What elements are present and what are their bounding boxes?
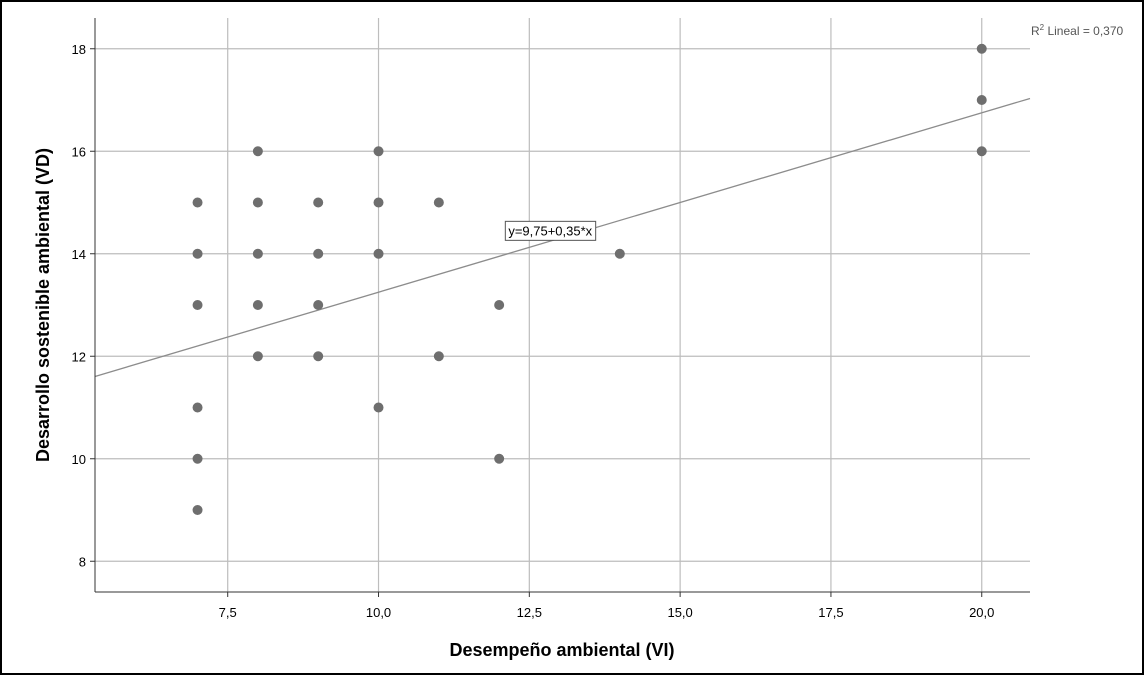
data-point	[252, 146, 263, 157]
y-tick-label: 10	[72, 452, 86, 467]
axes	[94, 18, 1030, 593]
x-tick-label: 20,0	[969, 605, 994, 620]
data-point	[976, 146, 987, 157]
data-point	[252, 351, 263, 362]
data-point	[433, 197, 444, 208]
data-point	[433, 351, 444, 362]
y-axis-title: Desarrollo sostenible ambiental (VD)	[33, 148, 53, 462]
data-point	[192, 505, 203, 515]
data-point	[192, 300, 203, 310]
r2-label-r: R	[1031, 24, 1040, 38]
equation-label: y=9,75+0,35*x	[508, 223, 592, 238]
x-tick-label: 7,5	[219, 605, 237, 620]
x-axis-title: Desempeño ambiental (VI)	[449, 640, 674, 660]
r2-label-rest: Lineal = 0,370	[1044, 24, 1123, 38]
data-point	[614, 248, 625, 259]
data-point	[494, 300, 505, 310]
data-point	[373, 197, 384, 208]
data-point	[192, 453, 203, 464]
y-tick-label: 14	[72, 247, 86, 262]
x-tick-label: 10,0	[366, 605, 391, 620]
data-point	[192, 248, 203, 259]
data-point	[313, 248, 324, 259]
x-tick-label: 17,5	[818, 605, 843, 620]
data-point	[192, 197, 203, 208]
data-point	[373, 248, 384, 259]
tick-labels: 7,5 10,0 12,5 15,0 17,5 20,0 8 10 12 14 16 18	[72, 42, 995, 620]
data-point	[313, 300, 324, 310]
grid	[95, 18, 1030, 592]
data-point	[313, 197, 324, 208]
equation-box	[504, 220, 597, 241]
data-point	[252, 197, 263, 208]
data-point	[373, 402, 384, 413]
r2-label: R2 Lineal = 0,370	[1031, 23, 1124, 38]
r2-label-sup: 2	[1040, 23, 1045, 32]
y-tick-label: 12	[72, 349, 86, 364]
data-point	[976, 43, 987, 54]
data-point	[252, 300, 263, 310]
data-point	[252, 248, 263, 259]
data-points	[192, 43, 987, 515]
data-point	[373, 146, 384, 157]
data-point	[313, 351, 324, 362]
x-tick-label: 12,5	[517, 605, 542, 620]
data-point	[192, 402, 203, 413]
data-point	[494, 453, 505, 464]
y-tick-label: 18	[72, 42, 86, 57]
data-point	[976, 95, 987, 105]
y-tick-label: 8	[79, 554, 86, 569]
equation-label-group: y=9,75+0,35*x	[504, 220, 597, 241]
y-tick-label: 16	[72, 144, 86, 159]
x-tick-label: 15,0	[667, 605, 692, 620]
